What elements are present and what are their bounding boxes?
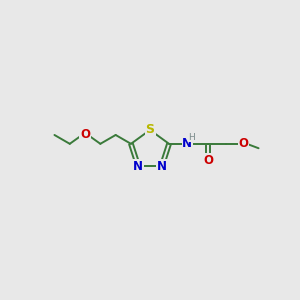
Text: S: S <box>146 124 154 136</box>
Text: N: N <box>157 160 167 173</box>
Text: O: O <box>80 128 90 142</box>
Text: H: H <box>188 133 195 142</box>
Text: O: O <box>203 154 213 167</box>
Text: O: O <box>238 137 248 150</box>
Text: N: N <box>182 137 192 150</box>
Text: N: N <box>133 160 143 173</box>
